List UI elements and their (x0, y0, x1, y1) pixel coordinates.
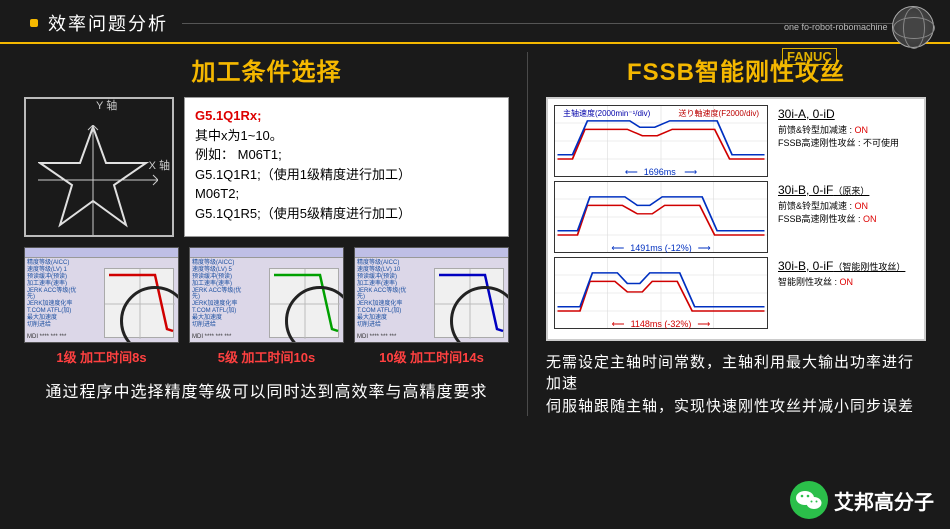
code-line-3: 例如： M06T1; (195, 145, 498, 165)
thumb-caption: 1级 加工时间8s (24, 347, 179, 366)
time-annotation: ⟵1696ms ⟶ (622, 167, 700, 178)
waveform-plot: 主轴速度(2000min⁻¹/div) 送り軸速度(F2000/div) ⟵16… (554, 105, 768, 177)
right-column: FSSB智能刚性攻丝 主轴速度(2000min⁻¹/div) 送り軸速度(F20… (546, 52, 926, 416)
thumb-image: 精度等级(AICC)速度等级(LV) 1预读缓冲(预读)加工速率(速率)JERK… (24, 247, 179, 343)
header-title: 效率问题分析 (48, 10, 168, 36)
left-title: 加工条件选择 (24, 52, 509, 87)
y-axis-label: Y 轴 (96, 101, 117, 112)
code-box: G5.1Q1Rx; 其中x为1~10。 例如： M06T1; G5.1Q1R1;… (184, 97, 509, 237)
thumb-image: 精度等级(AICC)速度等级(LV) 10预读缓冲(预读)加工速率(速率)JER… (354, 247, 509, 343)
star-path-icon (38, 125, 158, 235)
axis-diagram: Y 轴 X 轴 (24, 97, 174, 237)
time-annotation: ⟵1491ms (-12%)⟶ (608, 243, 713, 254)
code-line-5: M06T2; (195, 184, 498, 204)
comparison-row: ⟵1491ms (-12%)⟶ 30i-B, 0-iF（原来） 前馈&铃型加减速… (554, 181, 918, 253)
waveform-plot: ⟵1491ms (-12%)⟶ (554, 181, 768, 253)
header-bullet-icon (30, 19, 38, 27)
spec-box: 30i-B, 0-iF（智能刚性攻丝） 智能刚性攻丝 : ON (774, 257, 918, 329)
left-bottom-text: 通过程序中选择精度等级可以同时达到高效率与高精度要求 (24, 378, 509, 402)
watermark-text: 艾邦高分子 (834, 486, 934, 515)
thumb-image: 精度等级(AICC)速度等级(LV) 5预读缓冲(预读)加工速率(速率)JERK… (189, 247, 344, 343)
spec-box: 30i-A, 0-iD 前馈&铃型加减速 : ONFSSB高速刚性攻丝 : 不可… (774, 105, 918, 177)
comparison-row: 主轴速度(2000min⁻¹/div) 送り軸速度(F2000/div) ⟵16… (554, 105, 918, 177)
legend-spindle: 主轴速度(2000min⁻¹/div) (563, 108, 650, 119)
logo-brand: FANUC (782, 48, 837, 65)
waveform-plot: ⟵1148ms (-32%)⟶ (554, 257, 768, 329)
spec-title: 30i-B, 0-iF（原来） (778, 183, 918, 197)
left-top: Y 轴 X 轴 G5.1Q1Rx; 其中x为1~10。 例如： M06T1; G… (24, 97, 509, 237)
thumb-caption: 5级 加工时间10s (189, 347, 344, 366)
wechat-icon (790, 481, 828, 519)
right-bottom-2: 伺服轴跟随主轴，实现快速刚性攻丝并减小同步误差 (546, 395, 926, 416)
legend-feed: 送り軸速度(F2000/div) (679, 108, 759, 119)
thumbnail-row: 精度等级(AICC)速度等级(LV) 1预读缓冲(预读)加工速率(速率)JERK… (24, 247, 509, 366)
screenshot-thumb: 精度等级(AICC)速度等级(LV) 10预读缓冲(预读)加工速率(速率)JER… (354, 247, 509, 366)
logo-area: one fo-robot-robomachine FANUC (782, 6, 934, 66)
code-line-6: G5.1Q1R5;（使用5级精度进行加工） (195, 204, 498, 224)
comparison-row: ⟵1148ms (-32%)⟶ 30i-B, 0-iF（智能刚性攻丝） 智能刚性… (554, 257, 918, 329)
spec-box: 30i-B, 0-iF（原来） 前馈&铃型加减速 : ONFSSB高速刚性攻丝 … (774, 181, 918, 253)
column-divider (527, 52, 528, 416)
code-line-4: G5.1Q1R1;（使用1级精度进行加工） (195, 165, 498, 185)
left-column: 加工条件选择 Y 轴 X 轴 G5.1Q1Rx; 其中x为1~10。 例如： M… (24, 52, 509, 416)
time-annotation: ⟵1148ms (-32%)⟶ (609, 319, 714, 330)
comparison-panel: 主轴速度(2000min⁻¹/div) 送り軸速度(F2000/div) ⟵16… (546, 97, 926, 341)
watermark: 艾邦高分子 (790, 481, 934, 519)
logo-subtext: one fo-robot-robomachine (784, 22, 888, 32)
screenshot-thumb: 精度等级(AICC)速度等级(LV) 5预读缓冲(预读)加工速率(速率)JERK… (189, 247, 344, 366)
screenshot-thumb: 精度等级(AICC)速度等级(LV) 1预读缓冲(预读)加工速率(速率)JERK… (24, 247, 179, 366)
code-line-1: G5.1Q1Rx; (195, 108, 261, 123)
thumb-caption: 10级 加工时间14s (354, 347, 509, 366)
right-bottom-1: 无需设定主轴时间常数，主轴利用最大输出功率进行加速 (546, 351, 926, 393)
spec-title: 30i-A, 0-iD (778, 107, 918, 121)
code-line-2: 其中x为1~10。 (195, 126, 498, 146)
globe-icon (892, 6, 934, 48)
spec-title: 30i-B, 0-iF（智能刚性攻丝） (778, 259, 918, 273)
content: 加工条件选择 Y 轴 X 轴 G5.1Q1Rx; 其中x为1~10。 例如： M… (0, 44, 950, 416)
